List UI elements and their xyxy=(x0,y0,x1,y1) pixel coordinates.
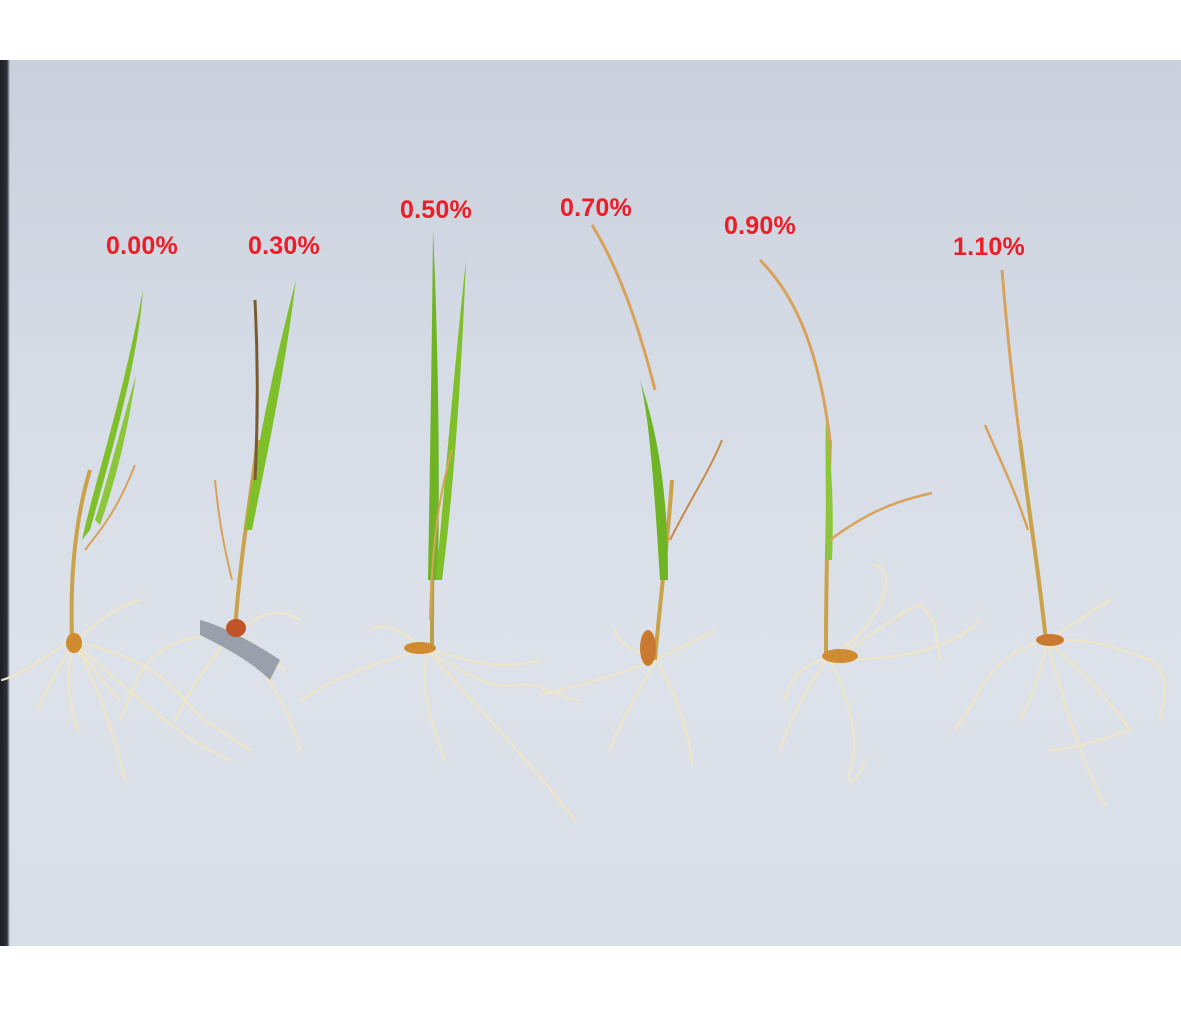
label-concentration-1: 0.00% xyxy=(106,232,178,260)
seedling-0-70 xyxy=(538,224,723,767)
seedling-0-30 xyxy=(118,280,302,752)
seedling-0-90 xyxy=(758,258,982,782)
label-concentration-6: 1.10% xyxy=(953,233,1025,261)
seedling-photo xyxy=(0,60,1181,946)
label-concentration-5: 0.90% xyxy=(724,212,796,240)
seedling-0-50 xyxy=(298,230,582,822)
seedlings-drawing xyxy=(0,224,1166,822)
photo-dark-edge xyxy=(0,60,10,946)
seedling-0-00 xyxy=(0,290,252,782)
seedling-1-10 xyxy=(953,269,1166,807)
label-concentration-2: 0.30% xyxy=(248,232,320,260)
label-concentration-4: 0.70% xyxy=(560,194,632,222)
label-concentration-3: 0.50% xyxy=(400,196,472,224)
